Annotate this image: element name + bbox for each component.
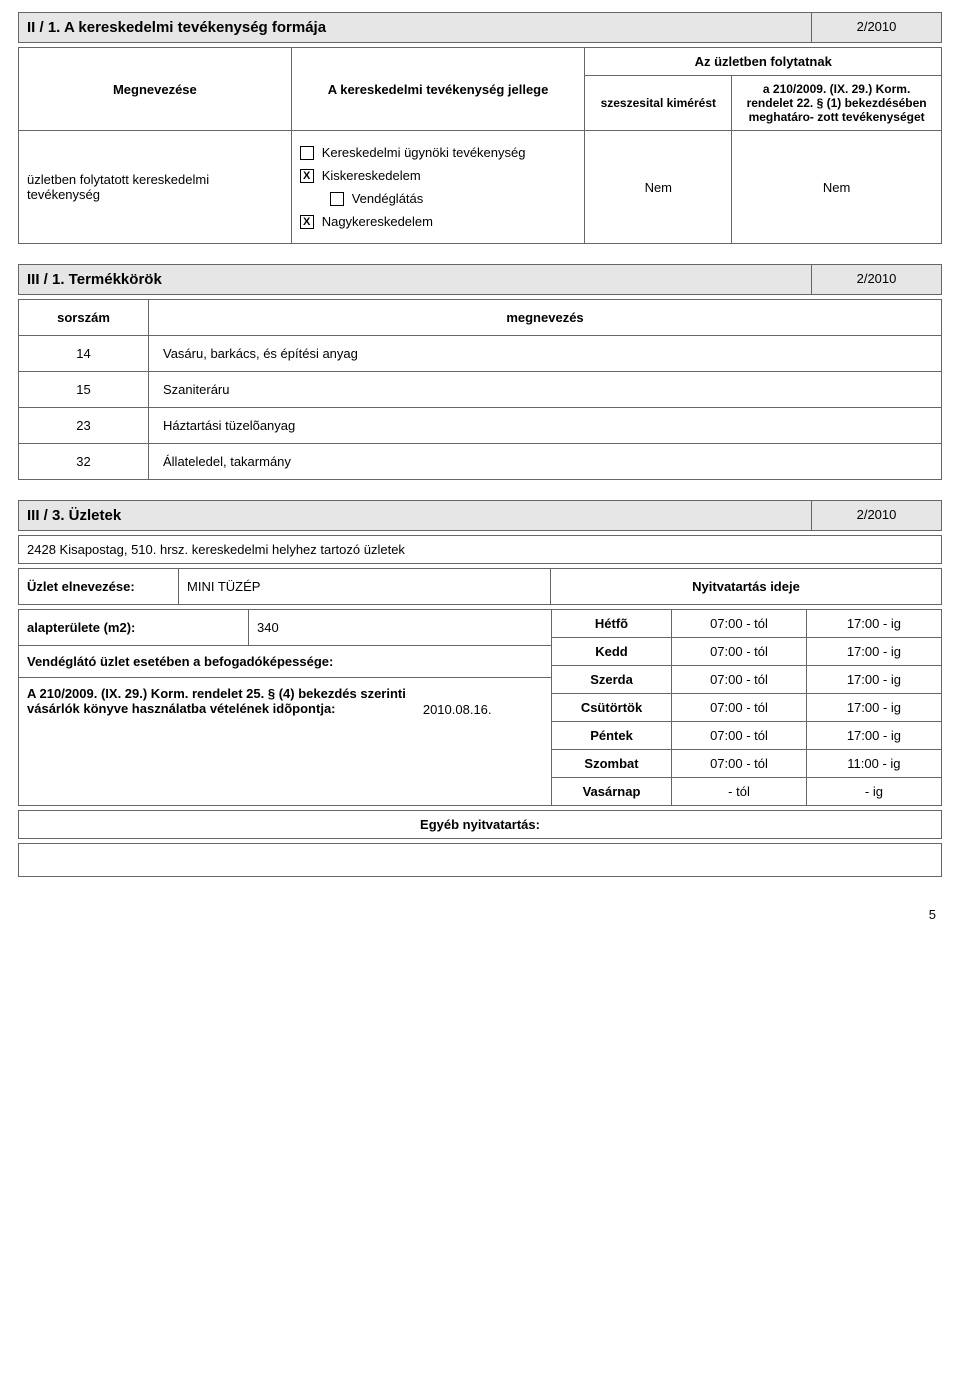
table-row: 15Szaniteráru xyxy=(19,372,942,408)
hours-heading: Nyitvatartás ideje xyxy=(551,569,941,604)
hours-row: Szerda07:00 - tól17:00 - ig xyxy=(552,666,941,694)
value-szeszesital: Nem xyxy=(585,131,732,244)
cell-megnevezes: Vasáru, barkács, és építési anyag xyxy=(149,336,942,372)
hours-from: 07:00 - tól xyxy=(672,750,807,778)
section-2-1-year: 2/2010 xyxy=(811,13,941,42)
area-value: 340 xyxy=(249,610,551,645)
section-2-1-title: II / 1. A kereskedelmi tevékenység formá… xyxy=(19,13,811,42)
cell-sorszam: 23 xyxy=(19,408,149,444)
label-nagyker: Nagykereskedelem xyxy=(322,214,433,229)
col-rendelet: a 210/2009. (IX. 29.) Korm. rendelet 22.… xyxy=(732,76,942,131)
book-date-row: A 210/2009. (IX. 29.) Korm. rendelet 25.… xyxy=(19,678,551,725)
hours-day: Csütörtök xyxy=(552,694,672,722)
table-row: 14Vasáru, barkács, és építési anyag xyxy=(19,336,942,372)
hours-day: Péntek xyxy=(552,722,672,750)
value-rendelet: Nem xyxy=(732,131,942,244)
section-3-1-year: 2/2010 xyxy=(811,265,941,294)
cell-megnevezes: Háztartási tüzelõanyag xyxy=(149,408,942,444)
cell-sorszam: 14 xyxy=(19,336,149,372)
col-megnevezes: megnevezés xyxy=(149,300,942,336)
checkbox-ugynoki[interactable] xyxy=(300,146,314,160)
hours-day: Vasárnap xyxy=(552,778,672,806)
hours-table: Hétfõ07:00 - tól17:00 - igKedd07:00 - tó… xyxy=(552,610,941,805)
cell-megnevezes: Állateledel, takarmány xyxy=(149,444,942,480)
hours-day: Szerda xyxy=(552,666,672,694)
shop-name-label: Üzlet elnevezése: xyxy=(19,569,179,604)
hours-to: 17:00 - ig xyxy=(806,638,941,666)
area-row: alapterülete (m2): 340 xyxy=(19,610,551,646)
section-3-3-year: 2/2010 xyxy=(811,501,941,530)
hours-to: 11:00 - ig xyxy=(806,750,941,778)
section-2-1-header: II / 1. A kereskedelmi tevékenység formá… xyxy=(18,12,942,43)
capacity-label: Vendéglátó üzlet esetében a befogadóképe… xyxy=(27,654,333,669)
cell-megnevezes: Szaniteráru xyxy=(149,372,942,408)
book-date-label: A 210/2009. (IX. 29.) Korm. rendelet 25.… xyxy=(27,686,423,717)
table-row: 23Háztartási tüzelõanyag xyxy=(19,408,942,444)
product-table: sorszám megnevezés 14Vasáru, barkács, és… xyxy=(18,299,942,480)
other-hours-empty xyxy=(18,843,942,877)
col-sorszam: sorszám xyxy=(19,300,149,336)
checkbox-kisker[interactable]: X xyxy=(300,169,314,183)
hours-from: 07:00 - tól xyxy=(672,694,807,722)
hours-to: 17:00 - ig xyxy=(806,610,941,638)
cell-sorszam: 32 xyxy=(19,444,149,480)
section-3-3-header: III / 3. Üzletek 2/2010 xyxy=(18,500,942,531)
activity-row-label: üzletben folytatott kereskedelmi tevéken… xyxy=(19,131,292,244)
area-label: alapterülete (m2): xyxy=(19,610,249,645)
book-date-value: 2010.08.16. xyxy=(423,686,543,717)
col-folytatnak: Az üzletben folytatnak xyxy=(585,48,942,76)
hours-row: Szombat07:00 - tól11:00 - ig xyxy=(552,750,941,778)
shop-body: alapterülete (m2): 340 Vendéglátó üzlet … xyxy=(18,609,942,806)
shop-address: 2428 Kisapostag, 510. hrsz. kereskedelmi… xyxy=(18,535,942,564)
shop-name-row: Üzlet elnevezése: MINI TÜZÉP Nyitvatartá… xyxy=(18,568,942,605)
hours-row: Csütörtök07:00 - tól17:00 - ig xyxy=(552,694,941,722)
label-kisker: Kiskereskedelem xyxy=(322,168,421,183)
shop-left-panel: alapterülete (m2): 340 Vendéglátó üzlet … xyxy=(19,610,552,805)
option-nagyker: X Nagykereskedelem xyxy=(300,214,577,229)
hours-day: Hétfõ xyxy=(552,610,672,638)
label-ugynoki: Kereskedelmi ügynöki tevékenység xyxy=(322,145,526,160)
section-3-1-title: III / 1. Termékkörök xyxy=(19,265,811,294)
capacity-row: Vendéglátó üzlet esetében a befogadóképe… xyxy=(19,646,551,678)
activity-form-table: Megnevezése A kereskedelmi tevékenység j… xyxy=(18,47,942,244)
option-kisker: X Kiskereskedelem xyxy=(300,168,577,183)
hours-to: 17:00 - ig xyxy=(806,722,941,750)
hours-to: - ig xyxy=(806,778,941,806)
hours-from: - tól xyxy=(672,778,807,806)
hours-from: 07:00 - tól xyxy=(672,610,807,638)
section-3-1-header: III / 1. Termékkörök 2/2010 xyxy=(18,264,942,295)
section-3-3-title: III / 3. Üzletek xyxy=(19,501,811,530)
hours-from: 07:00 - tól xyxy=(672,722,807,750)
option-ugynoki: Kereskedelmi ügynöki tevékenység xyxy=(300,145,577,160)
col-megnevezese: Megnevezése xyxy=(19,48,292,131)
hours-row: Vasárnap- tól- ig xyxy=(552,778,941,806)
cell-sorszam: 15 xyxy=(19,372,149,408)
hours-to: 17:00 - ig xyxy=(806,666,941,694)
hours-from: 07:00 - tól xyxy=(672,666,807,694)
activity-options-cell: Kereskedelmi ügynöki tevékenység X Kiske… xyxy=(291,131,585,244)
page-number: 5 xyxy=(18,877,942,922)
shop-name-value: MINI TÜZÉP xyxy=(179,569,551,604)
col-jellege: A kereskedelmi tevékenység jellege xyxy=(291,48,585,131)
label-vendeg: Vendéglátás xyxy=(352,191,424,206)
hours-to: 17:00 - ig xyxy=(806,694,941,722)
hours-day: Kedd xyxy=(552,638,672,666)
hours-day: Szombat xyxy=(552,750,672,778)
col-szeszesital: szeszesital kimérést xyxy=(585,76,732,131)
checkbox-vendeg[interactable] xyxy=(330,192,344,206)
table-row: 32Állateledel, takarmány xyxy=(19,444,942,480)
other-hours-label: Egyéb nyitvatartás: xyxy=(18,810,942,839)
checkbox-nagyker[interactable]: X xyxy=(300,215,314,229)
hours-row: Hétfõ07:00 - tól17:00 - ig xyxy=(552,610,941,638)
option-vendeg: Vendéglátás xyxy=(330,191,577,206)
hours-from: 07:00 - tól xyxy=(672,638,807,666)
hours-row: Péntek07:00 - tól17:00 - ig xyxy=(552,722,941,750)
hours-row: Kedd07:00 - tól17:00 - ig xyxy=(552,638,941,666)
